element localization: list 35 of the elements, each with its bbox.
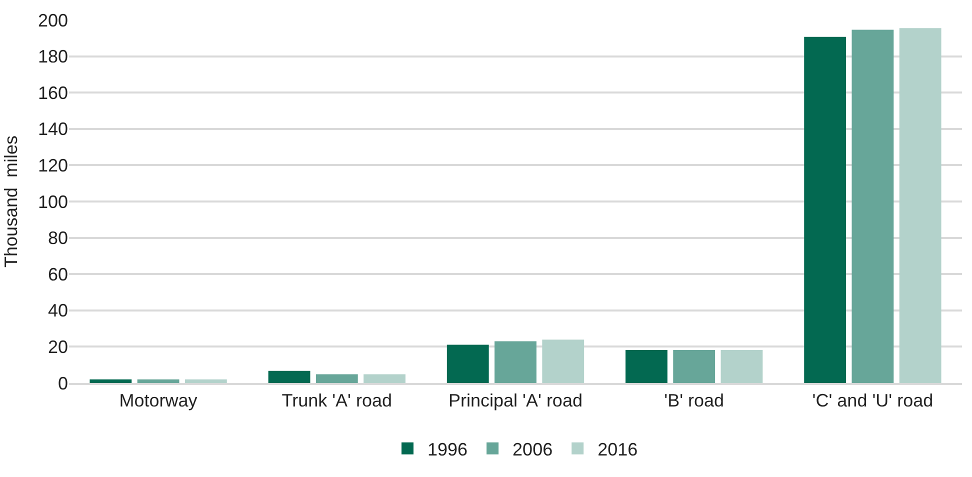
bar — [899, 28, 942, 383]
y-tick-label: 60 — [48, 264, 68, 284]
bar — [720, 350, 763, 383]
bar — [626, 350, 668, 383]
bar — [852, 30, 894, 383]
y-tick-label: 200 — [38, 10, 68, 30]
y-tick-label: 140 — [38, 119, 68, 140]
bar — [804, 36, 846, 383]
x-tick-label: 'B' road — [664, 390, 724, 411]
x-tick-label: Trunk 'A' road — [282, 390, 392, 411]
bar — [184, 379, 227, 383]
bar — [446, 344, 489, 383]
y-tick-label: 120 — [38, 156, 68, 176]
y-tick-label: 40 — [48, 300, 68, 321]
y-axis-title: Thousand miles — [1, 135, 22, 268]
bar — [494, 341, 536, 383]
y-tick-label: 100 — [38, 192, 68, 212]
x-tick-label: 'C' and 'U' road — [812, 390, 934, 411]
y-tick-label: 20 — [48, 337, 68, 357]
bar — [542, 340, 584, 383]
legend-label: 2016 — [598, 439, 638, 460]
x-tick-label: Principal 'A' road — [448, 390, 582, 411]
bar — [137, 379, 180, 383]
y-tick-label: 180 — [38, 46, 68, 67]
bar — [673, 350, 716, 383]
bar — [90, 379, 132, 383]
bar — [268, 370, 310, 383]
x-tick-label: Motorway — [119, 390, 198, 411]
legend-label: 2006 — [512, 439, 553, 460]
legend-label: 1996 — [428, 439, 468, 460]
y-tick-label: 80 — [48, 228, 68, 248]
bar — [364, 374, 406, 383]
bar — [316, 374, 358, 383]
y-tick-label: 160 — [38, 82, 68, 103]
y-tick-label: 0 — [58, 373, 68, 394]
